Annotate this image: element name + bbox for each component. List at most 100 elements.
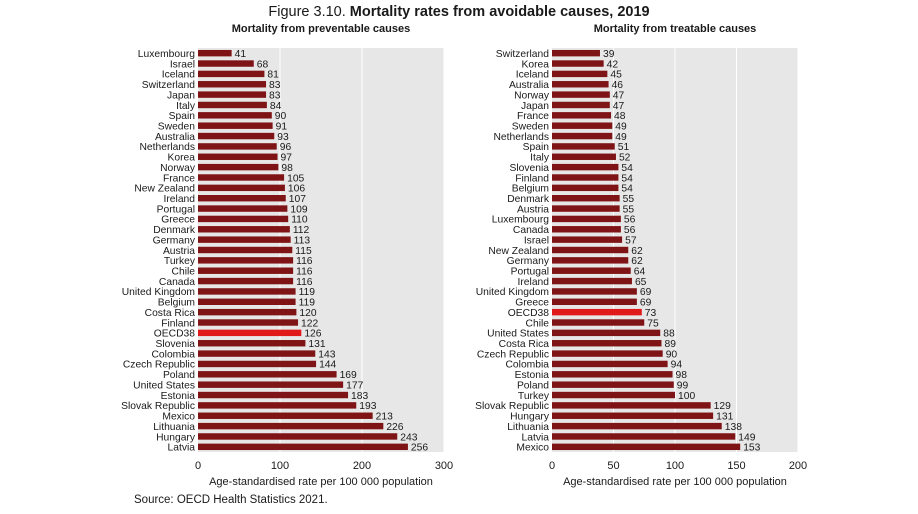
preventable-value-label: 119 [299, 298, 316, 309]
preventable-bar [198, 226, 290, 233]
treatable-category-label: Latvia [522, 432, 550, 443]
preventable-bar [198, 101, 267, 109]
treatable-category-label: Belgium [512, 184, 549, 195]
treatable-category-label: Czech Republic [477, 349, 549, 360]
treatable-value-label: 65 [635, 277, 647, 288]
treatable-category-label: New Zealand [488, 246, 549, 257]
treatable-value-label: 69 [640, 287, 652, 298]
preventable-value-label: 116 [296, 277, 313, 288]
treatable-value-label: 138 [725, 422, 742, 433]
preventable-value-label: 122 [301, 318, 318, 329]
preventable-bar [198, 205, 288, 212]
preventable-value-label: 116 [296, 256, 313, 267]
treatable-bar [552, 257, 629, 264]
treatable-bar [552, 174, 619, 181]
preventable-bar [198, 91, 267, 98]
treatable-value-label: 47 [613, 90, 625, 101]
preventable-bar [198, 402, 357, 409]
preventable-bar [198, 153, 278, 160]
preventable-bar [198, 194, 286, 202]
preventable-category-label: Spain [169, 111, 196, 122]
treatable-bar [552, 132, 613, 140]
preventable-bar [198, 340, 306, 347]
treatable-bar [552, 163, 619, 171]
treatable-bar [552, 422, 722, 430]
treatable-bar [552, 402, 711, 409]
treatable-bar [552, 194, 620, 202]
treatable-value-label: 54 [621, 173, 633, 184]
preventable-bar [198, 60, 254, 67]
treatable-value-label: 62 [631, 256, 643, 267]
treatable-value-label: 56 [624, 215, 636, 226]
figure-title-text: Mortality rates from avoidable causes, 2… [349, 4, 650, 20]
treatable-value-label: 49 [615, 121, 627, 132]
treatable-value-label: 64 [634, 267, 646, 278]
treatable-category-label: Netherlands [493, 132, 549, 143]
preventable-category-label: Hungary [156, 432, 196, 443]
preventable-value-label: 41 [235, 49, 247, 60]
treatable-category-label: Finland [515, 173, 549, 184]
treatable-value-label: 56 [624, 225, 636, 236]
treatable-category-label: Korea [522, 59, 550, 70]
preventable-value-label: 226 [386, 422, 403, 433]
preventable-category-label: United Kingdom [122, 287, 195, 298]
preventable-category-label: Switzerland [142, 80, 195, 91]
treatable-bar [552, 153, 616, 160]
treatable-x-tick-label: 100 [666, 460, 684, 472]
preventable-category-label: Germany [153, 235, 196, 246]
preventable-value-label: 120 [299, 308, 316, 319]
preventable-category-label: Poland [163, 370, 195, 381]
treatable-category-label: OECD38 [508, 308, 549, 319]
preventable-value-label: 131 [308, 339, 325, 350]
treatable-bar [552, 246, 629, 254]
treatable-bar [552, 412, 714, 419]
treatable-category-label: Norway [514, 90, 550, 101]
preventable-category-label: Norway [160, 163, 196, 174]
treatable-category-label: France [517, 111, 549, 122]
treatable-bar [552, 288, 637, 295]
treatable-category-label: Estonia [515, 370, 550, 381]
preventable-category-label: Denmark [153, 225, 196, 236]
preventable-bar [198, 298, 296, 306]
treatable-category-label: Austria [517, 204, 549, 215]
treatable-value-label: 42 [607, 59, 619, 70]
treatable-value-label: 48 [614, 111, 626, 122]
preventable-bar [198, 257, 294, 264]
preventable-bar [198, 443, 408, 451]
treatable-value-label: 73 [645, 308, 657, 319]
preventable-value-label: 126 [304, 329, 321, 340]
preventable-category-label: Japan [167, 90, 195, 101]
preventable-value-label: 93 [277, 132, 289, 143]
preventable-category-label: New Zealand [134, 184, 195, 195]
preventable-bar [198, 49, 232, 57]
preventable-category-label: Italy [176, 101, 196, 112]
preventable-value-label: 90 [275, 111, 287, 122]
preventable-category-label: Colombia [152, 349, 196, 360]
preventable-value-label: 177 [346, 380, 363, 391]
preventable-value-label: 183 [351, 391, 368, 402]
treatable-category-label: Japan [521, 101, 549, 112]
preventable-category-label: Czech Republic [123, 360, 195, 371]
treatable-bar [552, 433, 736, 440]
treatable-value-label: 39 [603, 49, 615, 60]
treatable-value-label: 88 [663, 329, 675, 340]
treatable-bar [552, 391, 675, 399]
treatable-x-axis-label: Age-standardised rate per 100 000 popula… [563, 476, 787, 488]
treatable-category-label: Poland [517, 380, 549, 391]
preventable-bar [198, 288, 296, 295]
preventable-value-label: 110 [291, 215, 308, 226]
treatable-category-label: Spain [523, 142, 550, 153]
preventable-value-label: 169 [340, 370, 357, 381]
treatable-bar [552, 49, 600, 57]
treatable-category-label: Switzerland [496, 49, 549, 60]
preventable-value-label: 98 [281, 163, 293, 174]
preventable-bar [198, 174, 285, 181]
preventable-bar [198, 112, 272, 119]
preventable-value-label: 109 [290, 204, 307, 215]
treatable-bar [552, 329, 661, 337]
treatable-value-label: 129 [714, 401, 731, 412]
treatable-category-label: Canada [513, 225, 549, 236]
treatable-value-label: 55 [623, 204, 635, 215]
preventable-bar [198, 381, 344, 388]
preventable-bar [198, 350, 316, 357]
